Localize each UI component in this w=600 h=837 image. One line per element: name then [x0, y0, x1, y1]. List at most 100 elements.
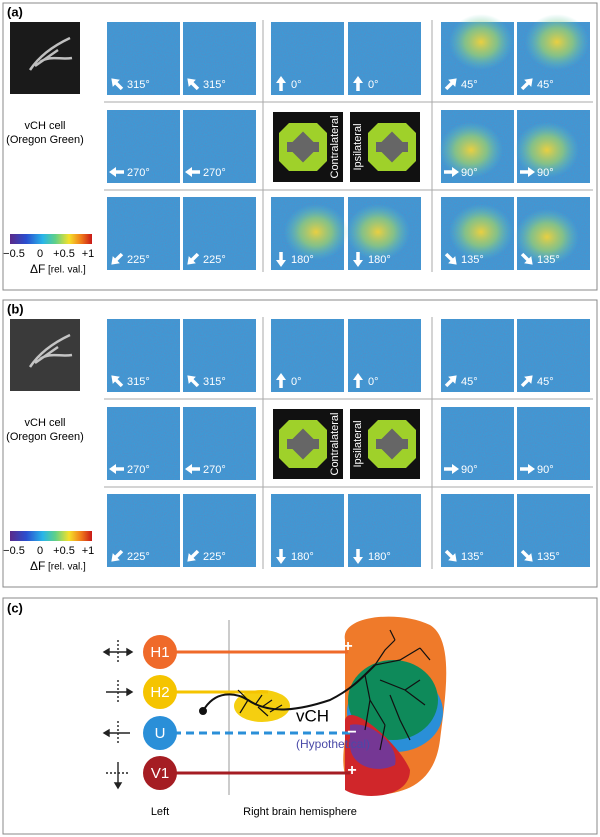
- arrow-head: [524, 256, 533, 265]
- direction-arrow: [353, 76, 363, 91]
- direction-arrow: [444, 375, 457, 388]
- colorbar-unit: [rel. val.]: [48, 562, 86, 573]
- direction-label: 270°: [127, 167, 150, 179]
- direction-label: 225°: [127, 551, 150, 563]
- colorbar-label: ΔF: [30, 262, 45, 276]
- right-label: Right brain hemisphere: [243, 806, 357, 818]
- stimulus-label: Contralateral: [329, 116, 341, 179]
- arrow-head: [448, 78, 457, 87]
- colorbar-label: ΔF: [30, 559, 45, 573]
- neuron-node: [143, 675, 177, 709]
- arrow-head: [111, 375, 120, 384]
- arrow-shaft: [114, 378, 124, 388]
- direction-arrow: [111, 549, 124, 562]
- diagram-labels: (c) H1 H2 U V1 + − + vCH (Hypothetical) Left Right …: [7, 600, 370, 817]
- direction-label: 90°: [461, 464, 478, 476]
- colorbar-unit: [rel. val.]: [48, 265, 86, 276]
- direction-label: 225°: [203, 551, 226, 563]
- diagram-art: [2, 597, 598, 835]
- arrow-shaft: [114, 81, 124, 91]
- direction-arrow: [187, 549, 200, 562]
- arrow-head: [276, 76, 286, 83]
- stimulus-pattern: [309, 439, 319, 449]
- stimulus-pattern: [309, 142, 319, 152]
- direction-arrow: [520, 167, 535, 177]
- direction-arrow: [444, 78, 457, 91]
- direction-arrow: [444, 549, 457, 562]
- direction-label: 270°: [203, 167, 226, 179]
- arrow-head: [448, 256, 457, 265]
- cell-dendrites: [28, 36, 73, 71]
- stimulus-pattern: [376, 439, 386, 449]
- colorbar-tick-label: −0.5: [3, 545, 25, 557]
- panel-label: (c): [7, 600, 23, 615]
- direction-label: 315°: [203, 79, 226, 91]
- colorbar-tick-label: 0: [37, 545, 43, 557]
- direction-arrow: [520, 78, 533, 91]
- direction-arrow: [111, 375, 124, 388]
- tile-noise: [441, 494, 514, 567]
- panel-label: (b): [7, 301, 24, 316]
- direction-label: 0°: [368, 376, 379, 388]
- vch-neuron: [199, 629, 431, 751]
- cell-label: vCH cell: [25, 417, 66, 429]
- direction-label: 90°: [537, 464, 554, 476]
- colorbar-tick-label: +1: [82, 248, 95, 260]
- arrow-head: [187, 256, 196, 265]
- arrow-shaft: [114, 549, 124, 559]
- tile-hotspot: [515, 122, 579, 178]
- direction-arrow: [520, 464, 535, 474]
- direction-label: 135°: [537, 551, 560, 563]
- colorbar-tick-label: +1: [82, 545, 95, 557]
- arrow-head: [111, 256, 120, 265]
- left-label: Left: [151, 806, 169, 818]
- tile-hotspot: [284, 204, 348, 260]
- stimulus-pattern: [376, 142, 386, 152]
- arrow-shaft: [190, 549, 200, 559]
- direction-arrow: [111, 78, 124, 91]
- arrow-shaft: [520, 81, 530, 91]
- arrow-head: [187, 553, 196, 562]
- tile-hotspot: [515, 209, 579, 265]
- arrow-shaft: [190, 378, 200, 388]
- direction-label: 0°: [368, 79, 379, 91]
- arrow-head: [109, 167, 116, 177]
- direction-label: 270°: [127, 464, 150, 476]
- direction-label: 0°: [291, 79, 302, 91]
- arrow-head: [524, 78, 533, 87]
- arrow-shaft: [520, 252, 530, 262]
- stimulus-pattern: [376, 131, 408, 163]
- arrow-shaft: [114, 252, 124, 262]
- tile-noise: [183, 22, 256, 95]
- panel-label: (a): [7, 4, 23, 19]
- colorbar: [10, 531, 92, 541]
- direction-label: 270°: [203, 464, 226, 476]
- tile-hotspot: [346, 204, 410, 260]
- direction-arrow: [353, 252, 363, 267]
- synapse-sign: +: [343, 638, 352, 655]
- direction-arrow: [353, 549, 363, 564]
- panel-border: [2, 2, 598, 291]
- stimulus-pattern: [287, 142, 297, 152]
- direction-label: 225°: [127, 254, 150, 266]
- arrow-head: [187, 78, 196, 87]
- arrow-shaft: [444, 81, 454, 91]
- arrow-head: [524, 553, 533, 562]
- arrow-head: [276, 557, 286, 564]
- tile-hotspot: [439, 122, 503, 178]
- direction-label: 180°: [368, 254, 391, 266]
- arrow-head: [353, 76, 363, 83]
- tile-noise: [107, 319, 180, 392]
- direction-label: 45°: [461, 376, 478, 388]
- colorbar-tick-label: +0.5: [53, 545, 75, 557]
- arrow-shaft: [444, 252, 454, 262]
- direction-arrow: [187, 252, 200, 265]
- stimulus-label: Ipsilateral: [352, 123, 364, 170]
- synapse-sign: +: [347, 762, 356, 779]
- arrow-head: [185, 167, 192, 177]
- neuron-node: [143, 635, 177, 669]
- direction-arrow: [276, 549, 286, 564]
- colorbar: [10, 234, 92, 244]
- arrow-head: [524, 375, 533, 384]
- arrow-head: [111, 78, 120, 87]
